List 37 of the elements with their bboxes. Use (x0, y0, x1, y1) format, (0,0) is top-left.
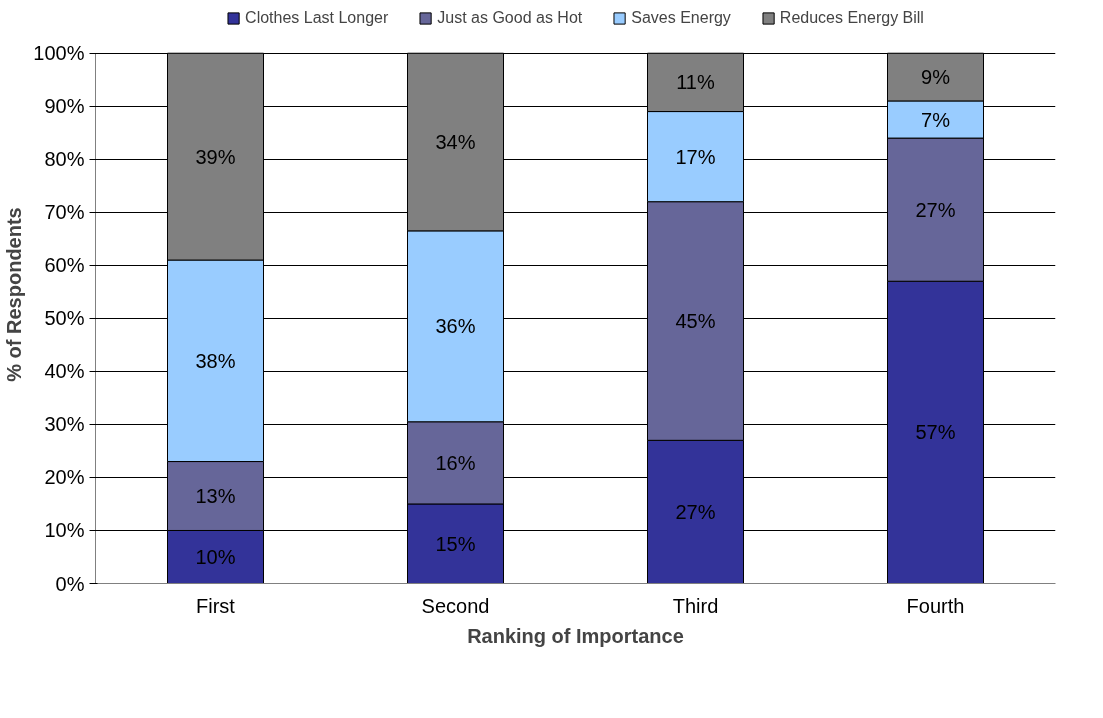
data-label: 27% (675, 500, 716, 523)
y-tick-label: 30% (44, 413, 85, 436)
x-tick-label: Second (421, 594, 490, 617)
x-tick-label: Third (672, 594, 719, 617)
data-label: 16% (435, 451, 476, 474)
y-tick-label: 70% (44, 201, 85, 224)
data-label: 9% (921, 66, 951, 89)
x-tick-label: Fourth (906, 594, 965, 617)
y-tick-label: 80% (44, 148, 85, 171)
y-tick-label: 50% (44, 307, 85, 330)
x-axis-title: Ranking of Importance (467, 624, 684, 647)
y-tick-label: 10% (44, 519, 85, 542)
data-label: 27% (915, 198, 956, 221)
data-label: 10% (195, 545, 236, 568)
y-tick-label: 20% (44, 466, 85, 489)
y-tick-label: 90% (44, 95, 85, 118)
data-label: 34% (435, 131, 476, 154)
legend-label: Reduces Energy Bill (779, 9, 924, 27)
data-label: 15% (435, 532, 476, 555)
legend-label: Just as Good as Hot (437, 9, 583, 27)
data-label: 39% (195, 145, 236, 168)
y-tick-label: 60% (44, 254, 85, 277)
y-tick-label: 40% (44, 360, 85, 383)
legend-label: Clothes Last Longer (245, 9, 389, 27)
data-label: 45% (675, 310, 716, 333)
y-axis-title: % of Respondents (3, 207, 26, 382)
y-tick-label: 0% (55, 572, 85, 595)
data-label: 17% (675, 145, 716, 168)
data-label: 13% (195, 485, 236, 507)
data-label: 36% (435, 315, 476, 338)
data-label: 7% (921, 108, 951, 131)
legend-label: Saves Energy (631, 9, 731, 27)
x-tick-label: First (196, 594, 236, 617)
data-label: 38% (195, 349, 236, 372)
data-label: 57% (915, 421, 956, 444)
y-tick-label: 100% (33, 42, 85, 65)
data-label: 11% (676, 71, 715, 94)
